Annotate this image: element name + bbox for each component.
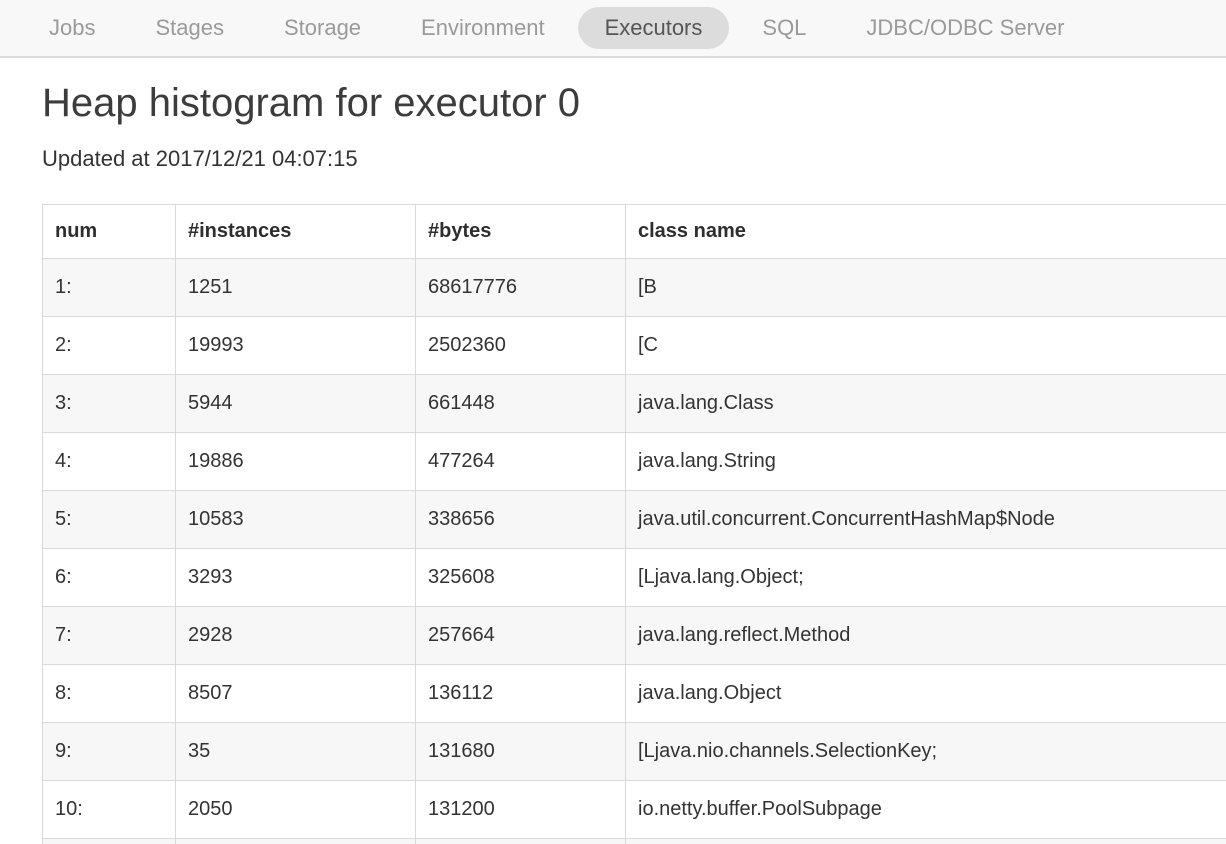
- top-nav: Jobs Stages Storage Environment Executors SQL…: [0, 0, 1226, 58]
- cell-class-name: [C: [625, 316, 1226, 375]
- table-row: 1: 1251 68617776 [B: [42, 258, 1226, 317]
- cell-instances: 10583: [175, 490, 416, 549]
- cell-num: 8:: [42, 664, 176, 723]
- table-row: 2: 19993 2502360 [C: [42, 316, 1226, 375]
- cell-bytes: 68617776: [415, 258, 626, 317]
- table-row: 9: 35 131680 [Ljava.nio.channels.Selecti…: [42, 722, 1226, 781]
- cell-class-name: [B: [625, 258, 1226, 317]
- table-row: 7: 2928 257664 java.lang.reflect.Method: [42, 606, 1226, 665]
- cell-bytes: [415, 838, 626, 844]
- cell-instances: 2050: [175, 780, 416, 839]
- cell-instances: 19886: [175, 432, 416, 491]
- cell-bytes: 131680: [415, 722, 626, 781]
- column-header-bytes: #bytes: [415, 204, 626, 259]
- updated-at: Updated at 2017/12/21 04:07:15: [42, 146, 358, 171]
- cell-class-name: java.lang.String: [625, 432, 1226, 491]
- cell-instances: 5944: [175, 374, 416, 433]
- table-row: 6: 3293 325608 [Ljava.lang.Object;: [42, 548, 1226, 607]
- tab-jdbc-odbc-server[interactable]: JDBC/ODBC Server: [866, 15, 1065, 40]
- cell-instances: 35: [175, 722, 416, 781]
- cell-class-name: [625, 838, 1226, 844]
- cell-num: 7:: [42, 606, 176, 665]
- column-header-instances: #instances: [175, 204, 416, 259]
- tab-sql[interactable]: SQL: [762, 15, 807, 40]
- cell-bytes: 257664: [415, 606, 626, 665]
- cell-instances: [175, 838, 416, 844]
- column-header-class-name: class name: [625, 204, 1226, 259]
- cell-instances: 1251: [175, 258, 416, 317]
- cell-num: 1:: [42, 258, 176, 317]
- column-header-num: num: [42, 204, 176, 259]
- cell-class-name: io.netty.buffer.PoolSubpage: [625, 780, 1226, 839]
- cell-num: 10:: [42, 780, 176, 839]
- table-row: 4: 19886 477264 java.lang.String: [42, 432, 1226, 491]
- table-row: 3: 5944 661448 java.lang.Class: [42, 374, 1226, 433]
- nav-tabs: Jobs Stages Storage Environment Executors SQL…: [22, 7, 1097, 49]
- cell-class-name: [Ljava.lang.Object;: [625, 548, 1226, 607]
- cell-num: 2:: [42, 316, 176, 375]
- cell-instances: 3293: [175, 548, 416, 607]
- tab-jobs[interactable]: Jobs: [49, 15, 96, 40]
- cell-bytes: 325608: [415, 548, 626, 607]
- tab-storage[interactable]: Storage: [283, 15, 362, 40]
- cell-class-name: java.lang.Class: [625, 374, 1226, 433]
- table-body: 1: 1251 68617776 [B 2: 19993 2502360 [C …: [42, 258, 1226, 844]
- cell-bytes: 2502360: [415, 316, 626, 375]
- tab-stages[interactable]: Stages: [155, 15, 224, 40]
- cell-bytes: 136112: [415, 664, 626, 723]
- cell-num: 3:: [42, 374, 176, 433]
- cell-num: 9:: [42, 722, 176, 781]
- main-content: Heap histogram for executor 0 Updated at…: [0, 80, 1226, 844]
- table-row-partial: [42, 838, 1226, 844]
- cell-class-name: java.lang.Object: [625, 664, 1226, 723]
- tab-executors[interactable]: Executors: [577, 7, 730, 49]
- cell-bytes: 661448: [415, 374, 626, 433]
- heap-histogram-table: num #instances #bytes class name 1: 1251…: [42, 204, 1226, 844]
- cell-instances: 8507: [175, 664, 416, 723]
- table-row: 5: 10583 338656 java.util.concurrent.Con…: [42, 490, 1226, 549]
- cell-instances: 2928: [175, 606, 416, 665]
- table-header-row: num #instances #bytes class name: [42, 204, 1226, 259]
- page-title: Heap histogram for executor 0: [42, 81, 581, 125]
- cell-bytes: 338656: [415, 490, 626, 549]
- cell-class-name: [Ljava.nio.channels.SelectionKey;: [625, 722, 1226, 781]
- cell-class-name: java.util.concurrent.ConcurrentHashMap$N…: [625, 490, 1226, 549]
- cell-bytes: 131200: [415, 780, 626, 839]
- cell-bytes: 477264: [415, 432, 626, 491]
- table-row: 10: 2050 131200 io.netty.buffer.PoolSubp…: [42, 780, 1226, 839]
- tab-environment[interactable]: Environment: [421, 15, 545, 40]
- cell-num: [42, 838, 176, 844]
- cell-num: 5:: [42, 490, 176, 549]
- cell-instances: 19993: [175, 316, 416, 375]
- table-row: 8: 8507 136112 java.lang.Object: [42, 664, 1226, 723]
- cell-class-name: java.lang.reflect.Method: [625, 606, 1226, 665]
- cell-num: 6:: [42, 548, 176, 607]
- cell-num: 4:: [42, 432, 176, 491]
